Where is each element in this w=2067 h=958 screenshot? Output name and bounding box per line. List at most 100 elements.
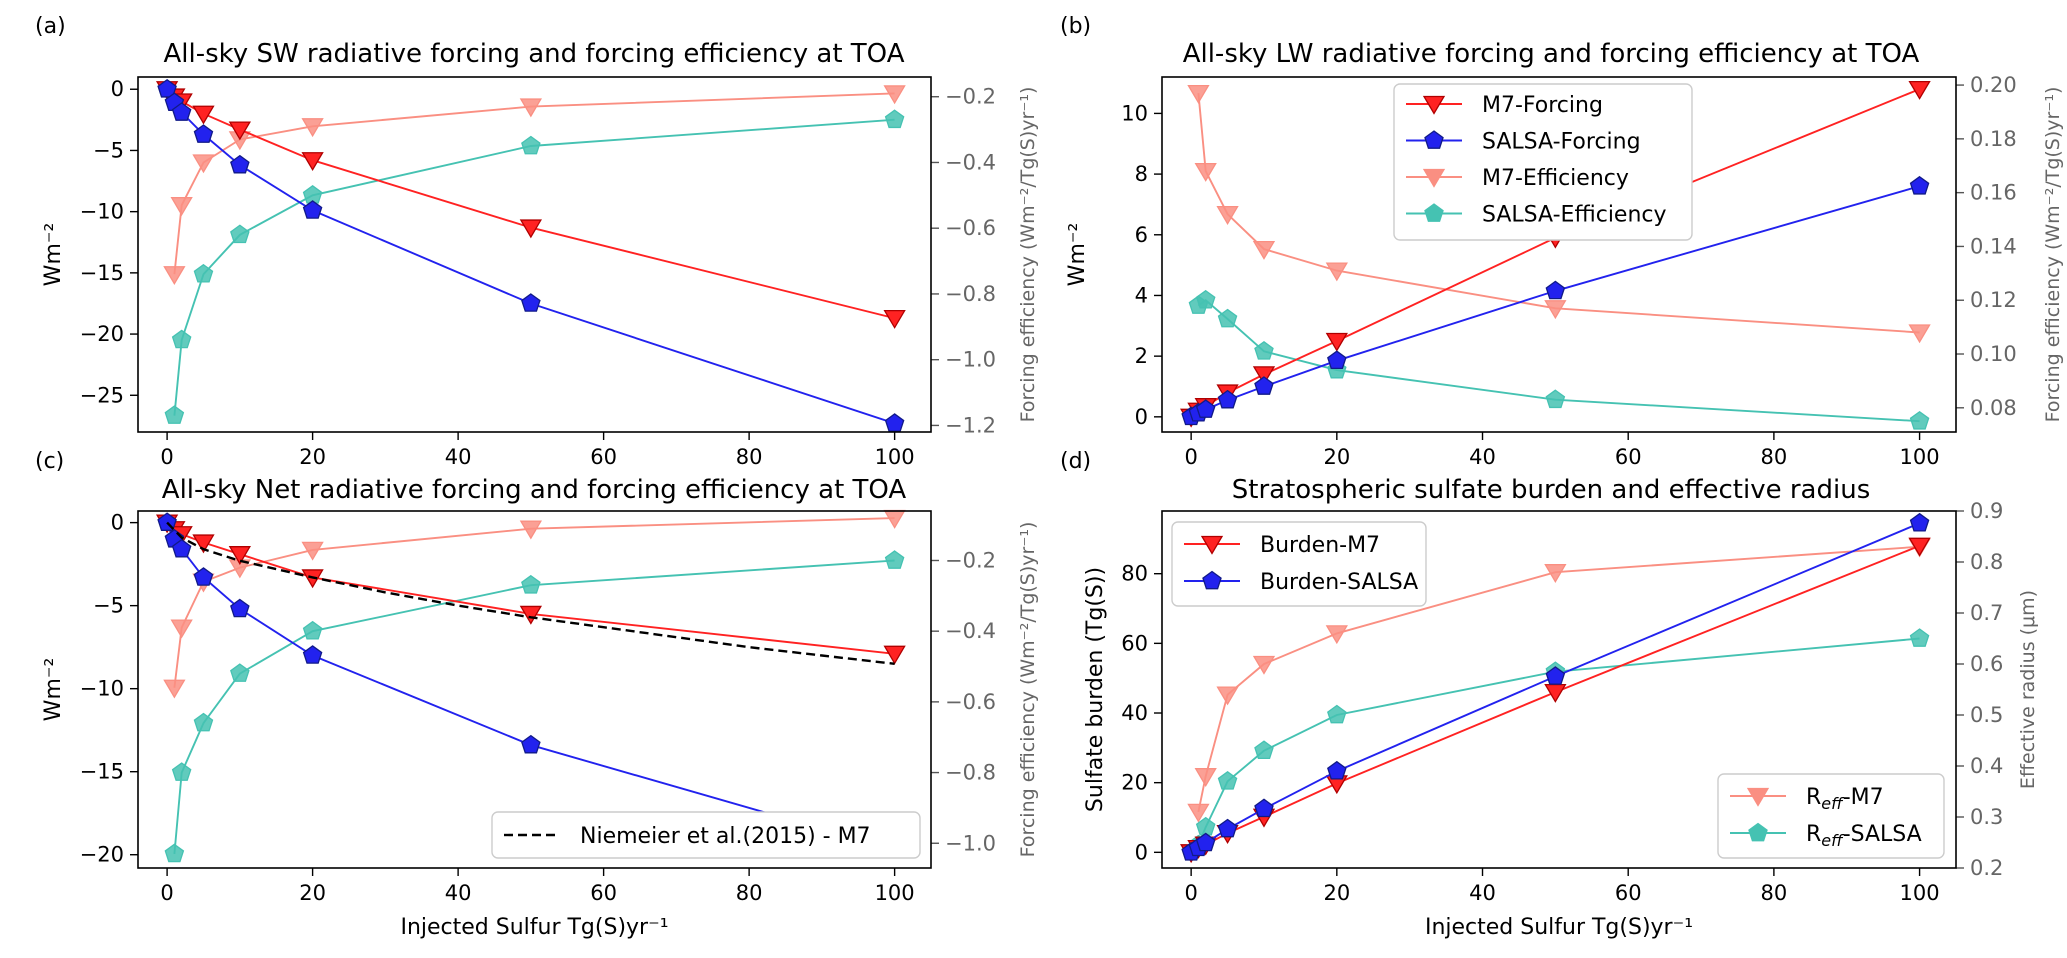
x-axis-label: Injected Sulfur Tg(S)yr⁻¹ bbox=[400, 915, 668, 940]
panel-b: (b) All-sky LW radiative forcing and forc… bbox=[1060, 14, 2064, 469]
legend-label-suffix: -SALSA bbox=[1843, 822, 1922, 847]
x-tick-label: 60 bbox=[1615, 881, 1642, 905]
y-tick-label: 0 bbox=[111, 511, 124, 535]
legend-label: Niemeier et al.(2015) - M7 bbox=[580, 824, 871, 849]
y-axis-label: Sulfate burden (Tg(S)) bbox=[1083, 567, 1108, 812]
y-tick-label: 10 bbox=[1121, 101, 1148, 125]
data-point bbox=[171, 538, 192, 558]
series-m7-efficiency bbox=[163, 509, 906, 699]
series-m7-forcing bbox=[155, 81, 906, 329]
x-tick-label: 100 bbox=[1900, 445, 1940, 469]
data-point bbox=[228, 546, 251, 565]
x-tick-label: 60 bbox=[590, 445, 617, 469]
y-right-tick-label: −0.4 bbox=[945, 150, 996, 174]
panel-d: (d) Stratospheric sulfate burden and effe… bbox=[1060, 449, 2039, 940]
data-point bbox=[1908, 537, 1931, 557]
legend-label-text: Niemeier et al.(2015) - M7 bbox=[580, 824, 871, 849]
chart-title: All-sky SW radiative forcing and forcing… bbox=[164, 39, 905, 69]
data-point bbox=[1194, 768, 1217, 787]
y-right-tick-label: 0.9 bbox=[1970, 499, 2003, 523]
legend-label: M7-Forcing bbox=[1482, 93, 1603, 118]
series-salsa-efficiency bbox=[164, 550, 905, 863]
y-right-tick-label: 0.8 bbox=[1970, 550, 2003, 574]
data-point bbox=[302, 620, 323, 640]
series-salsa-forcing bbox=[157, 78, 905, 432]
data-point bbox=[164, 405, 185, 424]
data-point bbox=[1195, 399, 1216, 418]
y-tick-label: 60 bbox=[1121, 631, 1148, 655]
y-tick-label: 4 bbox=[1135, 283, 1148, 307]
data-point bbox=[1187, 803, 1210, 823]
y-right-tick-label: 0.20 bbox=[1970, 73, 2017, 97]
x-axis-label: Injected Sulfur Tg(S)yr⁻¹ bbox=[1425, 915, 1693, 940]
chart-title: All-sky Net radiative forcing and forcin… bbox=[162, 475, 907, 505]
y-right-tick-label: 0.3 bbox=[1970, 805, 2003, 829]
legend-label-text: M7-Forcing bbox=[1482, 93, 1603, 118]
data-point bbox=[1187, 84, 1210, 104]
panel-c: (c) All-sky Net radiative forcing and for… bbox=[35, 449, 1039, 940]
data-point bbox=[193, 124, 214, 143]
x-tick-label: 40 bbox=[1469, 445, 1496, 469]
data-point bbox=[1908, 80, 1931, 100]
y-right-tick-label: −0.6 bbox=[945, 216, 996, 240]
data-point bbox=[1327, 760, 1347, 780]
legend: Niemeier et al.(2015) - M7 bbox=[491, 811, 921, 859]
legend-label: M7-Efficiency bbox=[1482, 166, 1629, 191]
data-point bbox=[883, 645, 906, 665]
data-point bbox=[171, 329, 192, 349]
y-tick-label: 0 bbox=[111, 77, 124, 101]
plot-frame bbox=[137, 76, 932, 433]
y-right-tick-label: −0.2 bbox=[945, 548, 996, 572]
x-tick-label: 60 bbox=[590, 881, 617, 905]
panel-label: (c) bbox=[35, 449, 64, 474]
legend-label: Burden-SALSA bbox=[1260, 570, 1418, 595]
legend-label-text: Burden-M7 bbox=[1260, 533, 1380, 558]
data-point bbox=[1327, 704, 1347, 724]
data-point bbox=[521, 574, 541, 594]
data-point bbox=[1909, 512, 1930, 532]
x-tick-label: 100 bbox=[875, 881, 915, 905]
data-point bbox=[157, 78, 177, 98]
x-tick-label: 80 bbox=[736, 881, 763, 905]
y-right-axis-label: Effective radius (μm) bbox=[2017, 590, 2039, 789]
data-point bbox=[1909, 175, 1930, 195]
data-point bbox=[1217, 818, 1238, 838]
data-point bbox=[1545, 280, 1566, 300]
legend-box bbox=[1717, 773, 1945, 859]
data-point bbox=[171, 102, 192, 121]
data-point bbox=[1544, 683, 1567, 703]
y-right-tick-label: −0.2 bbox=[945, 85, 996, 109]
x-tick-label: 0 bbox=[160, 445, 173, 469]
x-tick-label: 20 bbox=[1323, 445, 1350, 469]
series-line bbox=[173, 92, 895, 275]
y-right-tick-label: −1.0 bbox=[945, 831, 996, 855]
legend-marker bbox=[1202, 570, 1222, 590]
data-point bbox=[171, 762, 192, 781]
data-point bbox=[884, 413, 905, 432]
data-point bbox=[301, 541, 324, 561]
data-point bbox=[1544, 300, 1567, 320]
legend-marker bbox=[1746, 787, 1770, 807]
y-right-axis-label: Forcing efficiency (Wm⁻²/Tg(S)yr⁻¹) bbox=[2042, 87, 2064, 423]
data-point bbox=[230, 154, 250, 174]
series-niemeier-et-al-2015-m7 bbox=[166, 521, 895, 665]
y-tick-label: 0 bbox=[1135, 840, 1148, 864]
plot-frame bbox=[1161, 510, 1957, 869]
y-tick-label: −20 bbox=[80, 322, 124, 346]
data-point bbox=[163, 679, 186, 699]
data-point bbox=[1252, 240, 1276, 260]
data-point bbox=[1194, 162, 1217, 182]
data-point bbox=[228, 121, 251, 141]
legend-marker bbox=[1422, 95, 1446, 115]
x-tick-label: 80 bbox=[1761, 881, 1788, 905]
data-point bbox=[1254, 798, 1274, 818]
data-point bbox=[884, 550, 905, 569]
data-point bbox=[1908, 324, 1931, 344]
y-right-tick-label: −0.8 bbox=[945, 761, 996, 785]
series-line bbox=[166, 88, 895, 320]
x-tick-label: 60 bbox=[1615, 445, 1642, 469]
data-point bbox=[192, 154, 215, 174]
data-point bbox=[1254, 341, 1274, 360]
y-right-tick-label: 0.7 bbox=[1970, 601, 2003, 625]
